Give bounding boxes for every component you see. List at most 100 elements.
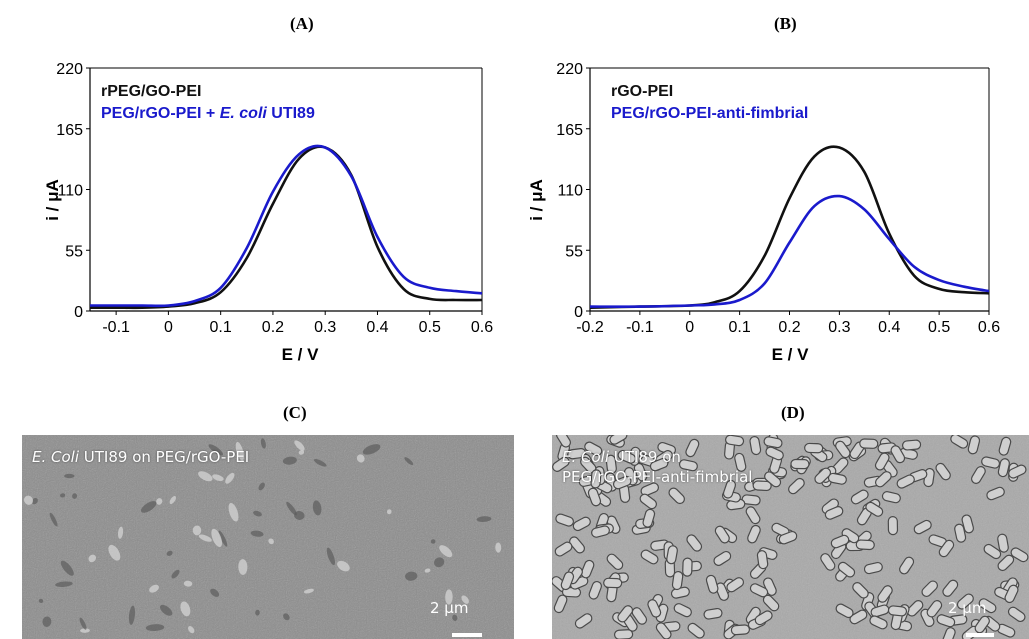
- sem-d-label-species: E. Coli: [562, 448, 609, 466]
- chart-a-ytick-label: 0: [74, 304, 83, 321]
- sem-d-bacterium: [778, 530, 798, 545]
- sem-d-bacterium: [863, 561, 883, 575]
- sem-c-debris: [79, 617, 87, 630]
- sem-d-bacterium: [824, 506, 844, 520]
- sem-c-debris: [38, 598, 44, 604]
- sem-d-bacterium: [649, 457, 669, 472]
- sem-c-label-rest: UTI89 on PEG/rGO-PEI: [79, 448, 250, 466]
- chart-a-series-1-line: [89, 145, 483, 310]
- sem-d-bacterium: [703, 607, 723, 620]
- sem-d-bacterium: [974, 615, 990, 634]
- sem-d-bacterium: [754, 610, 773, 626]
- sem-d-bacterium: [804, 442, 824, 454]
- sem-d-bacterium: [1010, 547, 1029, 563]
- sem-c-debris: [356, 454, 365, 463]
- sem-d-bacterium: [553, 594, 568, 614]
- sem-c-debris: [495, 542, 502, 553]
- sem-image-d: E. Coli UTI89 on PEG/rGO-PEI-anti-fimbri…: [552, 435, 1029, 639]
- sem-d-bacterium: [725, 435, 745, 447]
- sem-d-bacterium: [715, 582, 730, 601]
- sem-d-label-rest: UTI89 on: [609, 448, 681, 466]
- sem-d-bacterium: [705, 574, 719, 594]
- sem-c-debris: [198, 471, 213, 482]
- sem-c-debris: [268, 538, 274, 545]
- sem-c-debris: [218, 530, 228, 547]
- sem-c-debris: [166, 550, 173, 556]
- chart-b-xtick-label: 0.4: [878, 319, 900, 336]
- sem-c-label-species: E. Coli: [32, 448, 79, 466]
- legend-a-entry-2-tail: UTI89: [267, 105, 315, 122]
- sem-d-bacterium: [617, 605, 634, 623]
- panel-c-letter: (C): [283, 403, 307, 422]
- chart-b-series-1-line: [589, 145, 990, 309]
- chart-b-ytick-label: 0: [574, 304, 583, 321]
- sem-c-debris: [192, 525, 202, 536]
- sem-d-label: E. Coli UTI89 on PEG/rGO-PEI-anti-fimbri…: [562, 447, 752, 487]
- sem-d-bacterium: [741, 494, 761, 506]
- chart-a-series-2-line: [90, 144, 483, 308]
- sem-d-bacterium: [887, 605, 908, 617]
- sem-d-bacterium: [639, 493, 657, 510]
- sem-d-bacterium: [1007, 606, 1026, 623]
- sem-d-bacterium: [901, 439, 922, 451]
- sem-d-bacterium: [745, 506, 761, 525]
- chart-a-xtick-label: 0.4: [366, 319, 388, 336]
- sem-d-bacterium: [849, 609, 868, 625]
- sem-d-bacterium: [666, 545, 678, 565]
- chart-b-ytick-label: 110: [557, 183, 583, 200]
- sem-c-debris: [260, 438, 266, 449]
- sem-d-bacterium: [899, 556, 915, 575]
- sem-c-debris: [255, 609, 260, 616]
- sem-d-bacterium: [763, 436, 783, 449]
- sem-texture-c: [22, 435, 514, 639]
- chart-a: -0.1 0 0.1 0.2 0.3 0.4 0.5 0.6 0 55 110 165 220 i / …: [43, 61, 493, 364]
- sem-c-debris: [42, 616, 52, 627]
- sem-c-debris: [55, 581, 73, 587]
- sem-c-debris: [461, 595, 469, 604]
- sem-c-debris: [445, 589, 453, 605]
- chart-b-xtick-label: 0.3: [828, 319, 850, 336]
- chart-b-ylabel: i / μA: [527, 179, 546, 221]
- sem-c-debris: [286, 501, 297, 516]
- sem-c-debris: [31, 497, 38, 505]
- sem-d-bacterium: [997, 554, 1015, 572]
- sem-d-bacterium: [986, 486, 1005, 501]
- sem-c-debris: [60, 493, 66, 498]
- chart-b-xtick-label: 0.2: [778, 319, 800, 336]
- chart-a-ytick-label: 165: [56, 122, 83, 139]
- sem-d-bacterium: [865, 501, 884, 517]
- sem-d-bacterium: [881, 491, 901, 504]
- chart-b-xtick-label: 0.1: [729, 319, 751, 336]
- chart-b-xlabel: E / V: [772, 345, 810, 364]
- sem-d-bacterium: [859, 438, 879, 449]
- sem-d-bacterium: [574, 613, 593, 629]
- sem-d-bacterium: [555, 513, 575, 527]
- sem-d-bacterium: [631, 607, 648, 625]
- sem-d-bacterium: [913, 519, 932, 535]
- sem-c-debris: [60, 560, 74, 576]
- sem-d-bacterium: [967, 435, 981, 455]
- sem-d-bacterium: [605, 454, 617, 474]
- sem-d-bacterium: [587, 487, 602, 507]
- sem-d-bacterium: [647, 599, 662, 618]
- chart-b-ytick-label: 220: [556, 61, 583, 78]
- sem-c-debris: [337, 560, 350, 572]
- sem-d-bacterium: [722, 479, 737, 499]
- sem-d-bacterium: [640, 482, 660, 497]
- sem-d-bacterium: [606, 553, 624, 571]
- sem-c-debris: [253, 510, 262, 517]
- sem-d-bacterium: [612, 475, 632, 490]
- chart-b-series-2-line: [589, 194, 990, 308]
- sem-c-debris: [433, 557, 445, 568]
- sem-d-bacterium: [956, 593, 974, 610]
- legend-a-entry-2-main: PEG/rGO-PEI +: [101, 105, 220, 122]
- sem-d-bacterium: [569, 536, 586, 554]
- sem-d-bacterium: [926, 600, 943, 618]
- sem-d-bacterium: [749, 583, 769, 598]
- sem-d-bacterium: [614, 629, 634, 639]
- sem-c-debris: [156, 498, 163, 505]
- sem-c-label: E. Coli UTI89 on PEG/rGO-PEI: [32, 447, 249, 467]
- sem-c-debris: [72, 493, 78, 499]
- sem-d-bacterium: [950, 435, 969, 449]
- sem-d-bacterium: [554, 541, 573, 557]
